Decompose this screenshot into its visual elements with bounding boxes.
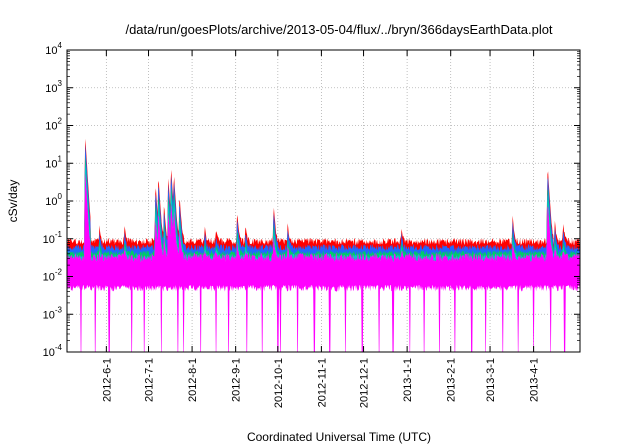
x-tick-label: 2012-11-1: [316, 358, 328, 407]
x-tick-label: 2012-8-1: [187, 358, 199, 402]
grid: [67, 50, 580, 352]
y-tick-label: 10-4: [43, 343, 63, 359]
y-tick-label: 10-2: [43, 268, 63, 284]
chart-title: /data/run/goesPlots/archive/2013-05-04/f…: [125, 22, 552, 37]
series-magenta: [67, 173, 580, 352]
series-area: [67, 138, 580, 352]
y-tick-label: 10-1: [43, 230, 63, 246]
x-axis-label: Coordinated Universal Time (UTC): [247, 430, 431, 444]
x-tick-label: 2012-12-1: [359, 358, 371, 408]
y-tick-label: 10-3: [43, 305, 63, 321]
y-tick-label: 103: [45, 79, 62, 95]
series-red: [67, 138, 580, 262]
x-tick-label: 2013-1-1: [402, 358, 414, 402]
x-tick-label: 2013-4-1: [529, 358, 541, 402]
y-axis: 10-4 10-3 10-2 10-1 100 101 102 103 104: [43, 41, 580, 359]
x-tick-label: 2013-2-1: [446, 358, 458, 402]
x-tick-label: 2012-10-1: [273, 358, 285, 408]
x-tick-label: 2012-6-1: [101, 358, 113, 402]
series-blue: [67, 144, 580, 262]
y-tick-label: 101: [45, 154, 62, 170]
x-axis: 2012-6-1 2012-7-1 2012-8-1 2012-9-1 2012-10-…: [101, 50, 541, 408]
x-tick-label: 2012-9-1: [231, 358, 243, 402]
y-tick-label: 104: [45, 41, 62, 57]
x-tick-label: 2013-3-1: [485, 358, 497, 402]
x-tick-label: 2012-7-1: [144, 358, 156, 402]
y-tick-label: 102: [45, 117, 62, 133]
y-axis-label: cSv/day: [6, 180, 20, 223]
y-tick-label: 100: [45, 192, 62, 208]
